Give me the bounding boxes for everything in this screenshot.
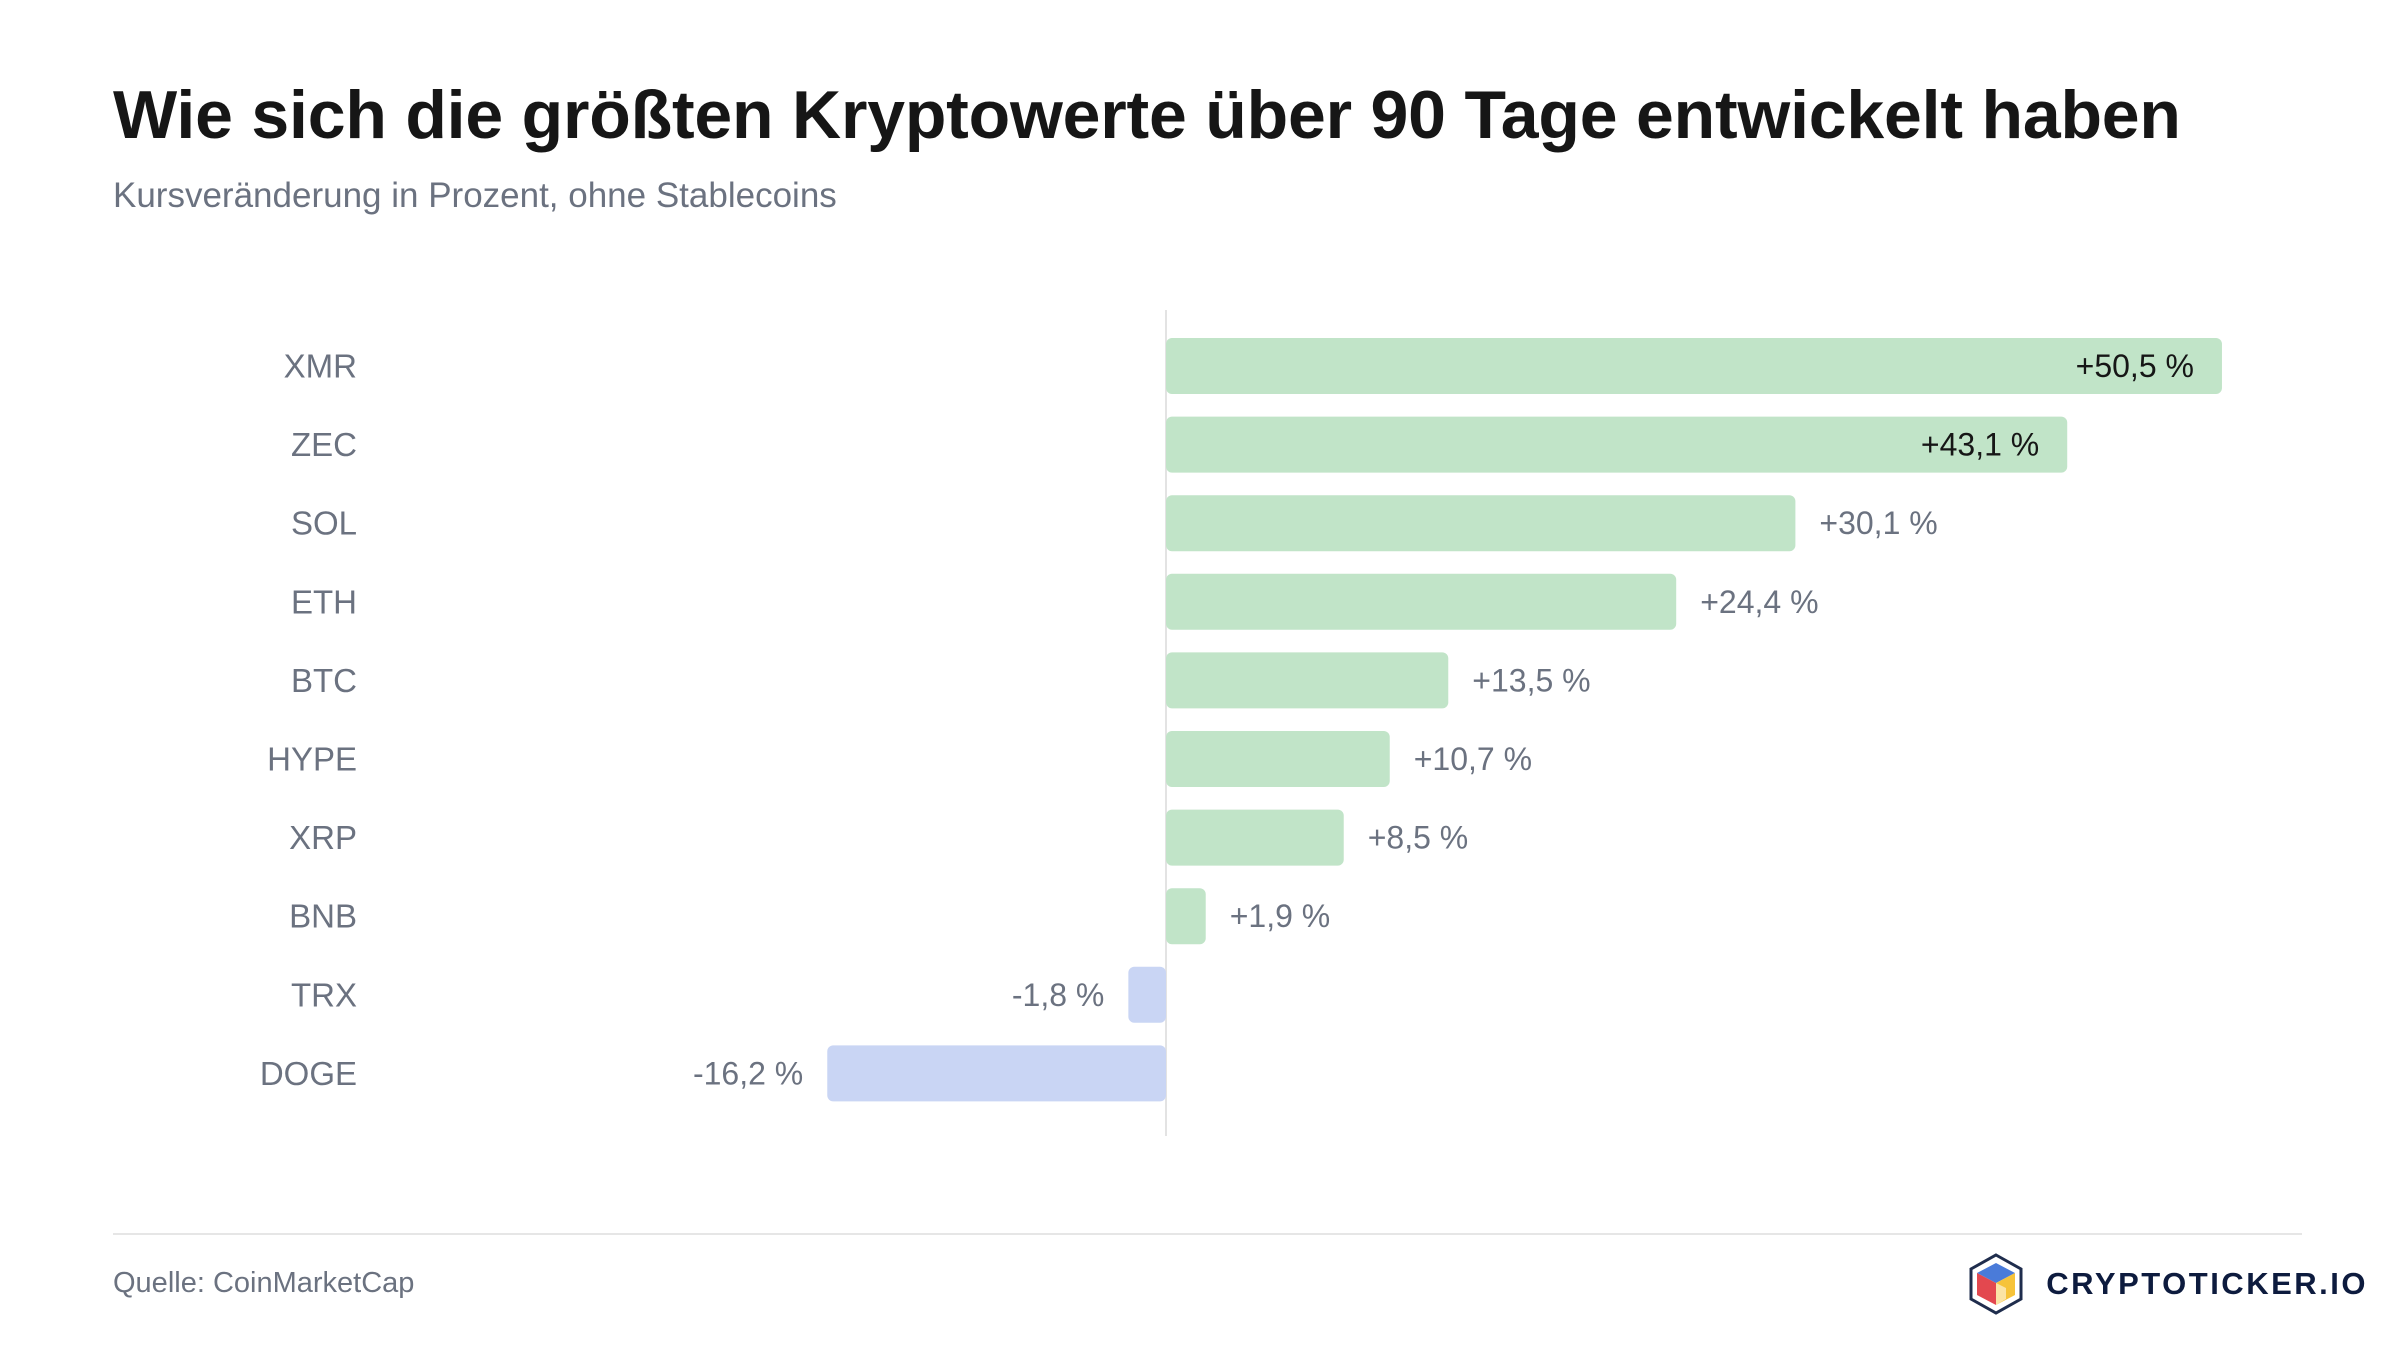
bar-xmr <box>1166 338 2222 394</box>
bar-zec <box>1166 416 2068 473</box>
bar-hype <box>1166 731 1390 787</box>
bar-chart: XMR +50,5 % ZEC +43,1 % SOL +30,1 % ETH +24,4 %… <box>260 310 2222 1136</box>
bar-eth <box>1166 573 1677 630</box>
category-label-doge: DOGE <box>260 1055 357 1092</box>
category-label-bnb: BNB <box>289 898 357 935</box>
category-label-zec: ZEC <box>291 426 357 463</box>
value-label-bnb: +1,9 % <box>1230 898 1331 934</box>
chart-title: Wie sich die größten Kryptowerte über 90… <box>113 77 2181 153</box>
category-label-xmr: XMR <box>284 348 357 385</box>
bar-bnb <box>1166 888 1206 945</box>
category-label-eth: ETH <box>291 583 357 620</box>
bar-xrp <box>1166 809 1344 866</box>
chart-subtitle: Kursveränderung in Prozent, ohne Stablec… <box>113 176 837 215</box>
value-label-doge: -16,2 % <box>693 1055 803 1091</box>
bar-doge <box>827 1045 1166 1102</box>
brand[interactable]: CRYPTOTICKER.IO <box>1964 1252 2368 1316</box>
value-label-btc: +13,5 % <box>1472 662 1590 698</box>
value-label-trx: -1,8 % <box>1012 977 1104 1013</box>
value-label-eth: +24,4 % <box>1700 584 1818 620</box>
source-note: Quelle: CoinMarketCap <box>113 1267 415 1299</box>
bar-btc <box>1166 652 1449 709</box>
bar-sol <box>1166 495 1796 552</box>
cube-logo-icon <box>1969 1253 2023 1315</box>
value-label-xmr: +50,5 % <box>2076 348 2194 384</box>
category-label-hype: HYPE <box>267 741 357 778</box>
value-label-xrp: +8,5 % <box>1368 820 1469 856</box>
brand-name: CRYPTOTICKER.IO <box>2046 1266 2368 1301</box>
value-label-sol: +30,1 % <box>1819 505 1937 541</box>
value-label-zec: +43,1 % <box>1921 427 2039 463</box>
category-label-sol: SOL <box>291 505 357 542</box>
category-label-btc: BTC <box>291 662 357 699</box>
category-label-trx: TRX <box>291 976 357 1013</box>
bar-trx <box>1128 966 1166 1023</box>
footer-divider <box>113 1233 2302 1235</box>
value-label-hype: +10,7 % <box>1414 741 1532 777</box>
category-label-xrp: XRP <box>289 819 357 856</box>
